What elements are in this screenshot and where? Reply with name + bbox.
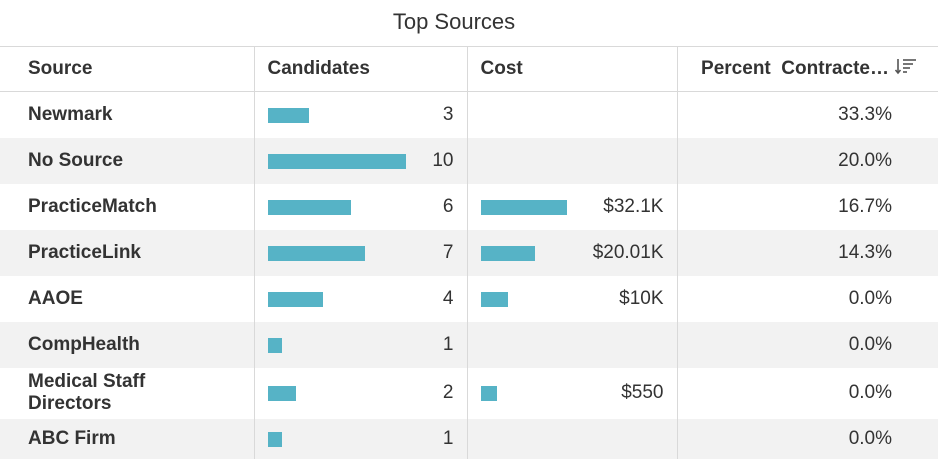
cost-cell: $32.1K [466, 183, 677, 230]
percent-contracted-cell: 0.0% [676, 275, 938, 322]
candidates-value: 3 [442, 103, 454, 125]
candidates-cell: 6 [253, 183, 467, 230]
table-row[interactable]: ABC Firm 1 0.0% [0, 418, 938, 459]
cost-value: $20.01K [592, 241, 664, 263]
cost-bar [480, 291, 508, 307]
candidates-cell: 2 [253, 367, 467, 419]
cost-cell: $20.01K [466, 229, 677, 276]
candidates-bar [267, 291, 323, 307]
candidates-bar [267, 199, 351, 215]
header-percent-label: Percent Contracte… [701, 58, 889, 80]
header-percent-contracted[interactable]: Percent Contracte… [676, 46, 938, 92]
table-row[interactable]: PracticeMatch 6 $32.1K 16.7% [0, 183, 938, 230]
source-cell: AAOE [28, 287, 83, 309]
cost-cell [466, 321, 677, 368]
source-cell: Newmark [28, 103, 113, 125]
table-row[interactable]: Newmark 3 33.3% [0, 91, 938, 138]
cost-cell [466, 91, 677, 138]
top-sources-table: Source Candidates Cost Percent Contracte… [0, 46, 938, 459]
header-candidates[interactable]: Candidates [253, 46, 467, 92]
candidates-value: 1 [442, 427, 454, 449]
cost-bar [480, 245, 535, 261]
candidates-value: 6 [442, 195, 454, 217]
cost-value: $550 [621, 382, 664, 403]
candidates-bar [267, 107, 309, 123]
candidates-value: 1 [442, 333, 454, 355]
source-cell: CompHealth [0, 321, 254, 368]
cost-cell: $550 [466, 367, 677, 419]
candidates-cell: 3 [253, 91, 467, 138]
candidates-value: 4 [442, 287, 454, 309]
candidates-cell: 7 [253, 229, 467, 276]
cost-cell: $10K [466, 275, 677, 322]
percent-contracted-cell: 20.0% [676, 137, 938, 184]
table-row[interactable]: PracticeLink 7 $20.01K 14.3% [0, 229, 938, 276]
table-row[interactable]: AAOE 4 $10K 0.0% [0, 275, 938, 322]
candidates-cell: 1 [253, 418, 467, 459]
cost-value: $32.1K [603, 195, 664, 217]
candidates-cell: 4 [253, 275, 467, 322]
table-row[interactable]: No Source 10 20.0% [0, 137, 938, 184]
table-row[interactable]: CompHealth 1 0.0% [0, 321, 938, 368]
percent-contracted-cell: 33.3% [676, 91, 938, 138]
cost-bar [480, 199, 567, 215]
candidates-bar [267, 386, 296, 401]
table-row[interactable]: Medical Staff Directors 2 $550 0.0% [0, 367, 938, 419]
source-cell: PracticeMatch [28, 195, 157, 217]
percent-contracted-cell: 0.0% [676, 418, 938, 459]
source-cell: PracticeLink [0, 229, 254, 276]
candidates-bar [267, 153, 406, 169]
cost-cell [466, 418, 677, 459]
candidates-bar [267, 337, 282, 353]
source-cell: No Source [0, 137, 254, 184]
header-row: Source Candidates Cost Percent Contracte… [0, 46, 938, 92]
percent-contracted-cell: 0.0% [676, 367, 938, 419]
source-cell: Medical Staff Directors [28, 371, 146, 414]
candidates-value: 7 [442, 241, 454, 263]
source-cell: ABC Firm [0, 418, 254, 459]
candidates-cell: 10 [253, 137, 467, 184]
candidates-bar [267, 245, 365, 261]
percent-contracted-cell: 0.0% [676, 321, 938, 368]
cost-bar [480, 386, 497, 401]
candidates-cell: 1 [253, 321, 467, 368]
cost-cell [466, 137, 677, 184]
percent-contracted-cell: 16.7% [676, 183, 938, 230]
candidates-bar [267, 431, 282, 447]
candidates-value: 10 [432, 149, 454, 171]
header-source[interactable]: Source [0, 46, 254, 92]
sort-descending-icon[interactable] [894, 57, 917, 81]
percent-contracted-cell: 14.3% [676, 229, 938, 276]
cost-value: $10K [619, 287, 664, 309]
header-cost[interactable]: Cost [466, 46, 677, 92]
chart-title: Top Sources [392, 9, 516, 34]
candidates-value: 2 [442, 382, 454, 403]
